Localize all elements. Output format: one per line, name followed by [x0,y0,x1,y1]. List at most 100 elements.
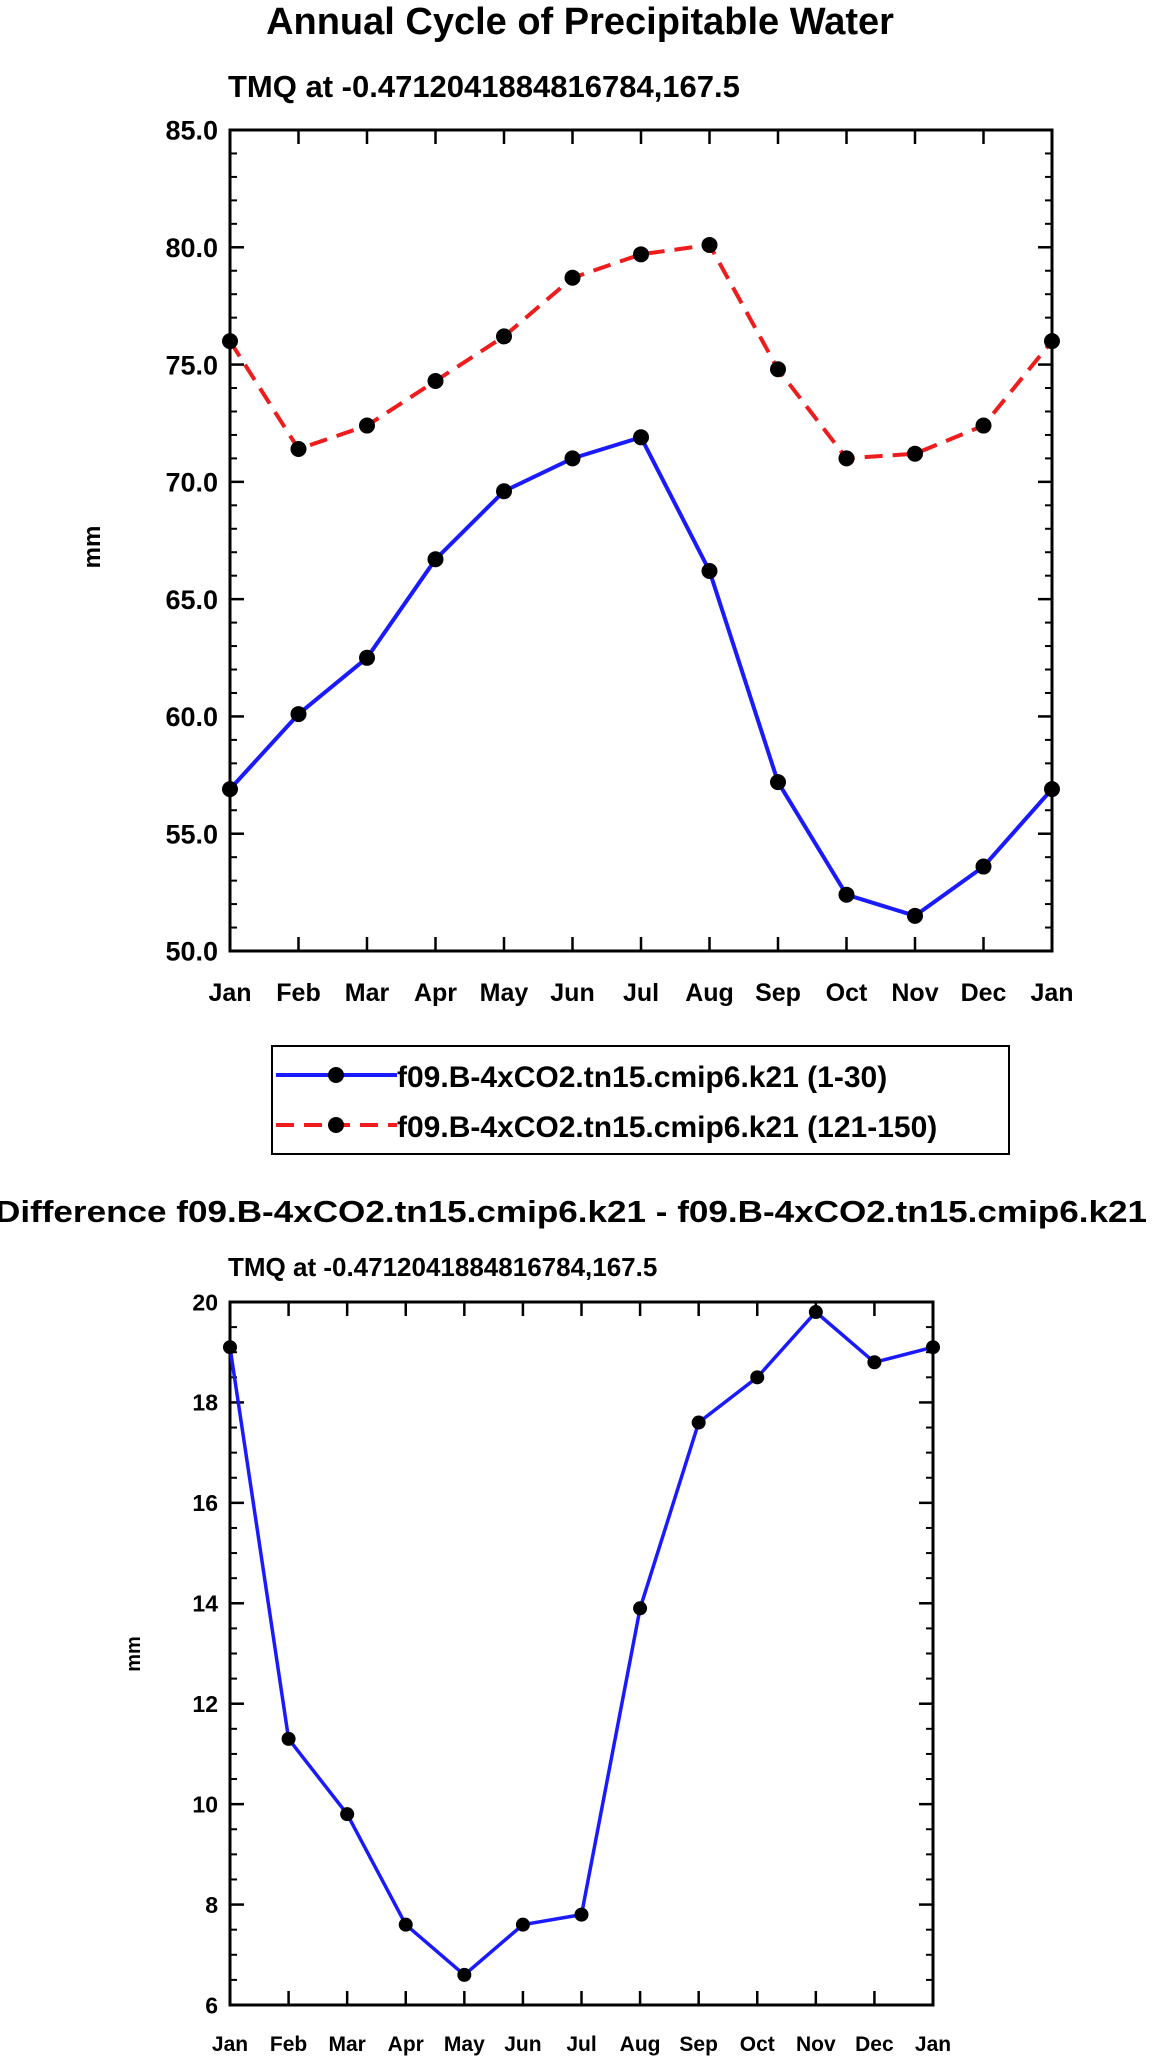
y-tick-label: 80.0 [165,233,218,263]
legend-label-series-1: f09.B-4xCO2.tn15.cmip6.k21 (1-30) [397,1061,887,1094]
top-chart-x-tick-labels: Jan Feb Mar Apr May Jun Jul Aug Sep Oct Nov Dec Jan [208,979,1073,1007]
series-1-point [398,1917,413,1932]
bottom-chart-y-tick-labels: 6 8 10 12 14 16 18 20 [192,1289,218,2018]
series-1-point [926,1340,940,1355]
top-chart-legend: f09.B-4xCO2.tn15.cmip6.k21 (1-30) f09.B-… [271,1045,1010,1155]
x-tick-label: Dec [961,979,1007,1007]
y-tick-label: 75.0 [165,350,218,380]
x-tick-label: Oct [826,979,868,1007]
series-line-2 [228,242,1054,461]
top-chart-series [222,236,1060,924]
x-tick-label: Aug [685,979,734,1007]
series-1-point [701,562,718,579]
series-1-point [281,1731,296,1746]
x-tick-label: Aug [620,2033,661,2056]
x-tick-label: Jun [550,979,594,1007]
series-1-point [222,781,238,798]
top-chart-frame [228,128,1054,953]
series-2-point [290,441,307,458]
x-tick-label: Sep [755,979,801,1007]
series-1-point [574,1907,589,1922]
x-tick-label: Dec [855,2033,894,2056]
series-1-point [340,1807,355,1822]
series-1-point [633,1601,648,1616]
series-1-point [770,774,786,791]
bottom-chart-subtitle: TMQ at -0.4712041884816784,167.5 [228,1252,657,1282]
x-tick-label: Mar [328,2033,365,2056]
series-1-point [1044,781,1060,798]
bottom-chart-series [223,1305,940,1982]
series-1-point [750,1370,765,1385]
x-tick-label: Jan [1030,979,1073,1007]
top-chart: Annual Cycle of Precipitable Water TMQ a… [79,1,1074,1155]
x-tick-label: Jun [504,2033,541,2056]
y-tick-label: 8 [205,1892,218,1918]
x-tick-label: May [480,979,529,1007]
series-1-point [808,1305,823,1320]
x-tick-label: Mar [345,979,390,1007]
series-1-point [691,1415,706,1430]
series-2-point [907,445,923,462]
series-1-point [515,1917,530,1932]
x-tick-label: May [444,2033,485,2056]
series-2-point [359,417,375,434]
x-tick-label: Jan [208,979,251,1007]
x-tick-label: Nov [891,979,938,1007]
y-tick-label: 16 [192,1490,218,1516]
y-tick-label: 60.0 [165,702,218,732]
series-2-point [975,417,992,434]
y-tick-label: 10 [192,1791,218,1817]
series-2-point [564,269,581,286]
series-1-point [496,483,512,500]
y-tick-label: 65.0 [165,585,218,615]
y-tick-label: 6 [205,1992,218,2018]
y-tick-label: 20 [192,1289,218,1315]
bottom-chart-ticks [228,1300,935,2007]
x-tick-label: Jan [915,2033,951,2056]
legend-marker-series-2 [328,1117,344,1133]
x-tick-label: Feb [270,2033,307,2056]
series-1-point [838,886,855,903]
y-tick-label: 85.0 [165,116,218,146]
y-tick-label: 12 [192,1691,218,1717]
top-chart-title: Annual Cycle of Precipitable Water [266,1,894,43]
series-1-point [457,1967,472,1982]
series-2-point [427,372,444,389]
legend-label-series-2: f09.B-4xCO2.tn15.cmip6.k21 (121-150) [397,1111,937,1144]
y-tick-label: 50.0 [165,937,218,967]
x-tick-label: Jul [623,979,659,1007]
series-1-point [867,1355,882,1370]
bottom-chart-frame [228,1300,935,2007]
bottom-chart-title: Difference f09.B-4xCO2.tn15.cmip6.k21 - … [0,1194,1147,1229]
y-tick-label: 18 [192,1390,218,1416]
series-2-point [496,328,512,345]
x-tick-label: Jul [566,2033,596,2056]
series-2-point [770,361,786,378]
series-1-point [564,450,581,467]
series-2-point [701,236,718,253]
series-1-point [290,706,307,723]
bottom-chart-x-tick-labels: Jan Feb Mar Apr May Jun Jul Aug Sep Oct Nov Dec Jan [212,2033,951,2056]
series-1-point [633,429,649,446]
x-tick-label: Sep [679,2033,718,2056]
y-tick-label: 55.0 [165,819,218,849]
y-tick-label: 14 [192,1591,218,1617]
series-2-point [1044,333,1060,350]
x-tick-label: Feb [276,979,320,1007]
x-tick-label: Nov [796,2033,836,2056]
bottom-chart: Difference f09.B-4xCO2.tn15.cmip6.k21 - … [0,1194,1147,2056]
series-1-point [907,907,923,924]
series-2-point [222,333,238,350]
x-tick-label: Apr [414,979,457,1007]
series-1-point [359,649,375,666]
top-chart-ylabel: mm [79,526,106,569]
top-chart-ticks [228,128,1054,953]
bottom-chart-ylabel: mm [123,1636,145,1672]
x-tick-label: Apr [388,2033,424,2056]
x-tick-label: Jan [212,2033,248,2056]
series-line-1 [228,1310,934,1977]
legend-box [271,1045,1010,1155]
top-chart-subtitle: TMQ at -0.4712041884816784,167.5 [228,69,740,104]
legend-marker-series-1 [328,1067,344,1083]
